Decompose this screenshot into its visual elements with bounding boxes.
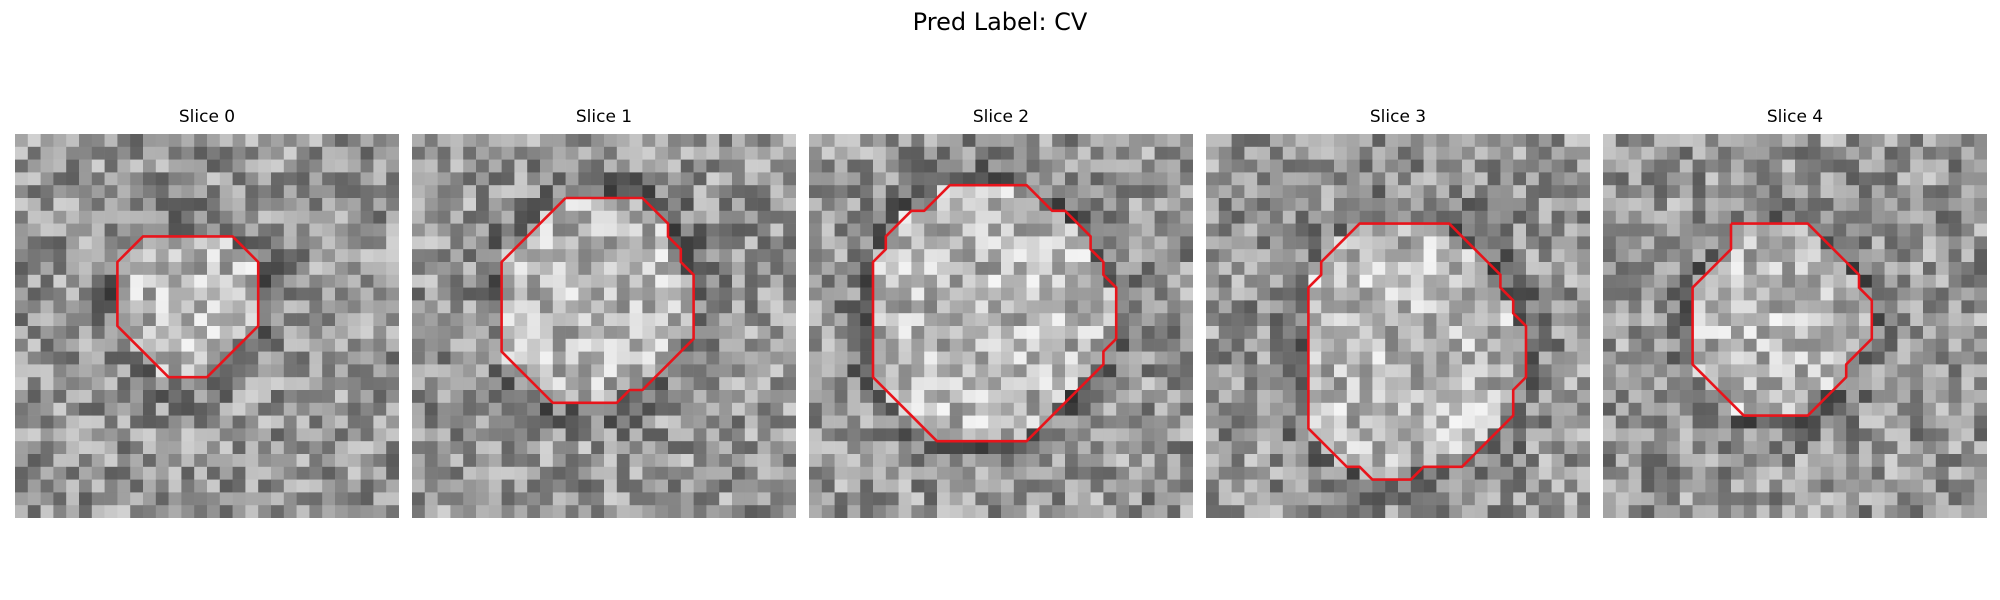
panel-slice-1: Slice 1 [412, 106, 796, 518]
segmentation-contour [1691, 222, 1874, 417]
figure-title: Pred Label: CV [912, 8, 1088, 36]
slice-svg [412, 134, 796, 518]
panel-slice-2: Slice 2 [809, 106, 1193, 518]
segmentation-contour [1307, 222, 1528, 481]
panel-title: Slice 2 [972, 107, 1030, 127]
noise-pixels [1206, 134, 1590, 518]
slice-svg [809, 134, 1193, 518]
panel-slice-4: Slice 4 [1603, 106, 1987, 518]
panel-title: Slice 1 [575, 107, 633, 127]
panel-title: Slice 4 [1766, 107, 1824, 127]
panel-slice-0: Slice 0 [15, 106, 399, 518]
noise-pixels [15, 134, 399, 518]
noise-pixels [809, 134, 1193, 518]
segmentation-contour [500, 196, 695, 405]
segmentation-contour [871, 183, 1118, 443]
slice-svg [1206, 134, 1590, 518]
panel-slice-3: Slice 3 [1206, 106, 1590, 518]
slice-image [412, 134, 796, 518]
slice-image [1206, 134, 1590, 518]
slice-image [809, 134, 1193, 518]
slice-svg [15, 134, 399, 518]
slice-image [1603, 134, 1987, 518]
noise-pixels [1603, 134, 1987, 518]
panel-title: Slice 0 [178, 107, 236, 127]
slice-image [15, 134, 399, 518]
panel-title: Slice 3 [1369, 107, 1427, 127]
segmentation-contour [116, 235, 260, 379]
slice-svg [1603, 134, 1987, 518]
noise-pixels [412, 134, 796, 518]
